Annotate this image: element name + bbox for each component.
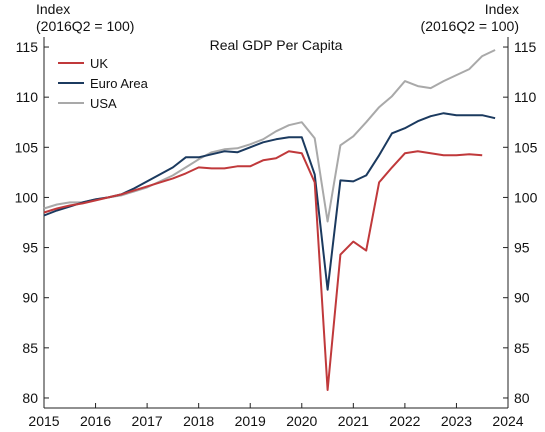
x-tick-label: 2020	[286, 413, 317, 429]
right-y-tick-label: 90	[514, 290, 530, 306]
x-tick-label: 2019	[235, 413, 266, 429]
x-tick-label: 2015	[28, 413, 59, 429]
series-line-euro-area	[43, 112, 496, 291]
right-y-tick-label: 95	[514, 240, 530, 256]
right-y-tick-label: 80	[514, 390, 530, 406]
x-tick-label: 2016	[80, 413, 111, 429]
left-y-tick-label: 105	[15, 139, 39, 155]
left-axis-label-line-2: (2016Q2 = 100)	[36, 18, 134, 34]
left-y-tick-label: 95	[22, 240, 38, 256]
left-y-tick-label: 85	[22, 340, 38, 356]
plot-area: 80 80 85 85 90 90 95 95 100 100 105 105 110 110 115 115…	[15, 37, 538, 429]
left-y-tick-label: 110	[16, 89, 39, 105]
right-y-tick-label: 85	[514, 340, 530, 356]
x-tick-label: 2024	[492, 413, 523, 429]
right-y-tick-label: 115	[514, 39, 537, 55]
x-tick-label: 2021	[338, 413, 369, 429]
x-tick-label: 2018	[183, 413, 214, 429]
right-y-tick-label: 110	[514, 89, 537, 105]
x-tick-label: 2023	[441, 413, 472, 429]
left-y-tick-label: 80	[22, 390, 38, 406]
left-y-tick-label: 100	[15, 189, 39, 205]
left-y-tick-label: 115	[16, 39, 39, 55]
legend-label-usa: USA	[90, 96, 117, 111]
right-axis-label-line-2: (2016Q2 = 100)	[421, 18, 519, 34]
chart-title: Real GDP Per Capita	[210, 37, 343, 53]
right-y-tick-label: 100	[514, 189, 538, 205]
right-axis-label-line-1: Index	[485, 1, 519, 17]
left-axis-label-line-1: Index	[36, 1, 70, 17]
right-y-tick-label: 105	[514, 139, 538, 155]
legend: UK Euro Area USA	[58, 56, 149, 111]
legend-label-uk: UK	[90, 56, 108, 71]
x-tick-label: 2022	[389, 413, 420, 429]
left-y-tick-label: 90	[22, 290, 38, 306]
legend-label-euro-area: Euro Area	[90, 76, 149, 91]
x-tick-label: 2017	[132, 413, 163, 429]
series-line-uk	[43, 150, 483, 391]
